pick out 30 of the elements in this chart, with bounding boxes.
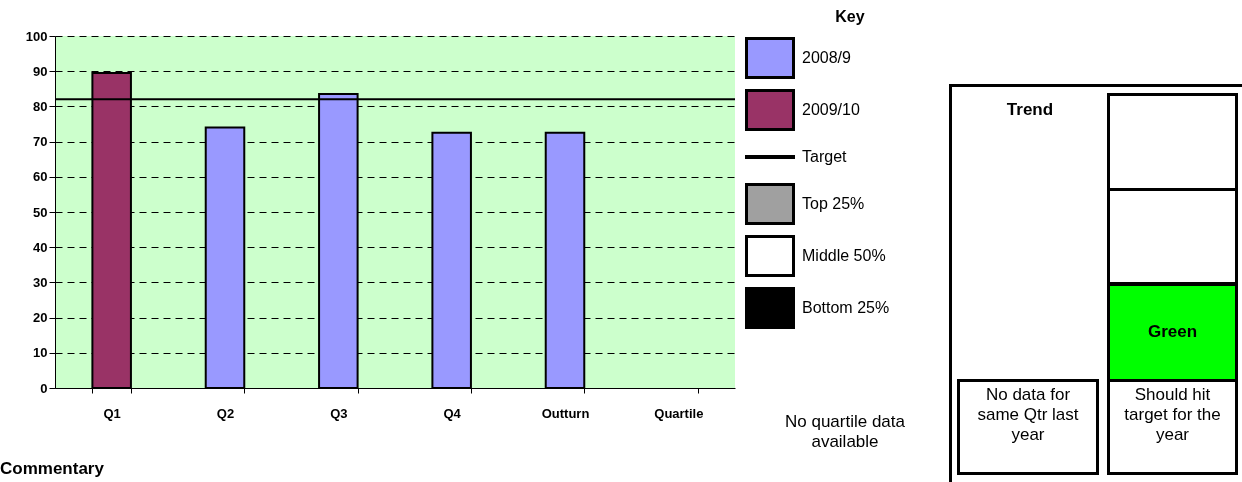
legend-label: 2009/10 (802, 101, 860, 119)
x-tick-label: Q1 (103, 405, 121, 421)
y-tick-label: 50 (33, 204, 48, 220)
text: Green (1146, 322, 1199, 342)
y-tick-label: 100 (25, 28, 48, 44)
x-tick-label: Outturn (541, 405, 590, 421)
legend-label: Top 25% (802, 195, 865, 213)
legend-title: Key (834, 8, 866, 27)
text: No quartile data available (784, 412, 906, 452)
legend-label: Middle 50% (802, 247, 886, 265)
y-tick-label: 0 (40, 380, 48, 396)
text: Trend (1005, 100, 1055, 120)
text: Should hit target for the year (1123, 385, 1222, 445)
y-tick-label: 10 (33, 345, 48, 361)
legend-label: Bottom 25% (802, 299, 890, 317)
y-tick-label: 30 (33, 274, 48, 290)
legend-label: Target (802, 148, 847, 166)
x-tick-label: Quartile (654, 405, 704, 421)
y-tick-label: 20 (33, 310, 48, 326)
y-tick-label: 90 (33, 63, 48, 79)
x-tick-label: Q3 (330, 405, 348, 421)
text: No data for same Qtr last year (976, 385, 1080, 445)
y-tick-label: 60 (33, 169, 48, 185)
x-tick-label: Q2 (216, 405, 235, 421)
y-tick-label: 40 (33, 239, 48, 255)
y-tick-label: 70 (33, 134, 48, 150)
text: Commentary (0, 459, 105, 479)
legend-label: 2008/9 (802, 49, 851, 67)
x-tick-label: Q4 (443, 405, 462, 421)
y-tick-label: 80 (33, 98, 48, 114)
